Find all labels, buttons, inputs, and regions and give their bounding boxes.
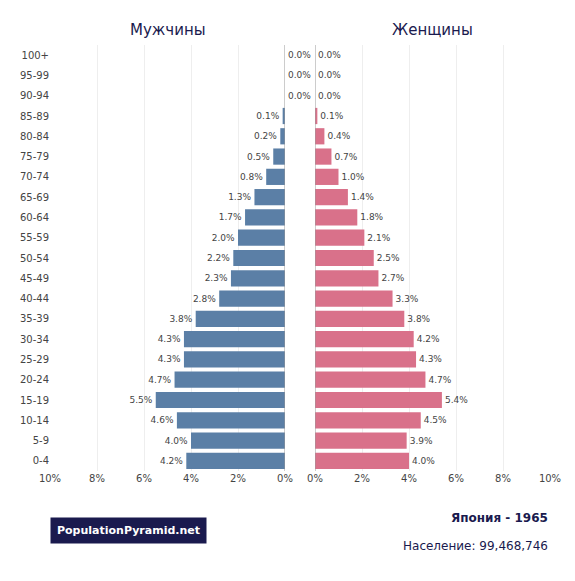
svg-text:20-24: 20-24	[20, 374, 49, 385]
svg-text:4.2%: 4.2%	[160, 456, 183, 466]
svg-text:1.4%: 1.4%	[351, 192, 374, 202]
svg-text:0.0%: 0.0%	[318, 91, 341, 101]
svg-text:0.1%: 0.1%	[320, 111, 343, 121]
svg-text:0.0%: 0.0%	[288, 50, 311, 60]
svg-text:8%: 8%	[89, 473, 105, 484]
svg-text:3.8%: 3.8%	[169, 314, 192, 324]
svg-text:4%: 4%	[401, 473, 417, 484]
svg-text:50-54: 50-54	[20, 253, 49, 264]
svg-text:4.5%: 4.5%	[424, 415, 447, 425]
svg-text:5.5%: 5.5%	[129, 395, 152, 405]
svg-text:0.7%: 0.7%	[334, 152, 357, 162]
svg-text:3.8%: 3.8%	[407, 314, 430, 324]
svg-text:10%: 10%	[39, 473, 61, 484]
svg-text:80-84: 80-84	[20, 131, 49, 142]
svg-text:2.3%: 2.3%	[205, 273, 228, 283]
svg-text:35-39: 35-39	[20, 313, 49, 324]
svg-text:2.5%: 2.5%	[377, 253, 400, 263]
svg-text:1.3%: 1.3%	[228, 192, 251, 202]
svg-text:0.5%: 0.5%	[247, 152, 270, 162]
svg-text:0-4: 0-4	[33, 455, 49, 466]
svg-text:6%: 6%	[136, 473, 152, 484]
svg-text:1.7%: 1.7%	[219, 212, 242, 222]
svg-text:2%: 2%	[230, 473, 246, 484]
svg-text:0.0%: 0.0%	[288, 70, 311, 80]
svg-text:Япония - 1965: Япония - 1965	[451, 511, 548, 525]
svg-text:4.2%: 4.2%	[417, 334, 440, 344]
svg-text:4.7%: 4.7%	[428, 375, 451, 385]
svg-text:2.8%: 2.8%	[193, 294, 216, 304]
svg-text:4.3%: 4.3%	[158, 354, 181, 364]
svg-text:4%: 4%	[183, 473, 199, 484]
svg-text:85-89: 85-89	[20, 111, 49, 122]
svg-text:0.1%: 0.1%	[256, 111, 279, 121]
svg-text:4.0%: 4.0%	[165, 436, 188, 446]
svg-text:0.8%: 0.8%	[240, 172, 263, 182]
svg-text:2.7%: 2.7%	[381, 273, 404, 283]
svg-text:0%: 0%	[307, 473, 323, 484]
svg-text:45-49: 45-49	[20, 273, 49, 284]
svg-text:75-79: 75-79	[20, 151, 49, 162]
svg-text:0.0%: 0.0%	[288, 91, 311, 101]
svg-text:Мужчины: Мужчины	[130, 21, 206, 39]
svg-text:25-29: 25-29	[20, 354, 49, 365]
svg-text:60-64: 60-64	[20, 212, 49, 223]
svg-text:4.0%: 4.0%	[412, 456, 435, 466]
svg-text:0.4%: 0.4%	[327, 131, 350, 141]
svg-text:1.0%: 1.0%	[342, 172, 365, 182]
svg-text:4.3%: 4.3%	[419, 354, 442, 364]
svg-text:90-94: 90-94	[20, 90, 49, 101]
svg-text:PopulationPyramid.net: PopulationPyramid.net	[57, 524, 200, 537]
svg-text:3.3%: 3.3%	[396, 294, 419, 304]
svg-text:30-34: 30-34	[20, 334, 49, 345]
svg-text:8%: 8%	[495, 473, 511, 484]
svg-text:5.4%: 5.4%	[445, 395, 468, 405]
svg-text:2.2%: 2.2%	[207, 253, 230, 263]
svg-text:10%: 10%	[539, 473, 561, 484]
svg-text:65-69: 65-69	[20, 192, 49, 203]
svg-text:2.1%: 2.1%	[367, 233, 390, 243]
svg-text:4.7%: 4.7%	[148, 375, 171, 385]
svg-text:10-14: 10-14	[20, 415, 49, 426]
svg-text:0.0%: 0.0%	[318, 50, 341, 60]
svg-text:100+: 100+	[22, 50, 49, 61]
svg-text:0.0%: 0.0%	[318, 70, 341, 80]
svg-text:95-99: 95-99	[20, 70, 49, 81]
svg-text:Население: 99,468,746: Население: 99,468,746	[403, 539, 548, 553]
svg-text:3.9%: 3.9%	[410, 436, 433, 446]
svg-text:6%: 6%	[448, 473, 464, 484]
svg-text:15-19: 15-19	[20, 395, 49, 406]
svg-text:2%: 2%	[354, 473, 370, 484]
svg-text:40-44: 40-44	[20, 293, 49, 304]
svg-text:0.2%: 0.2%	[254, 131, 277, 141]
svg-text:Женщины: Женщины	[392, 21, 473, 39]
svg-text:0%: 0%	[277, 473, 293, 484]
svg-text:5-9: 5-9	[33, 435, 49, 446]
svg-text:4.6%: 4.6%	[151, 415, 174, 425]
svg-text:1.8%: 1.8%	[360, 212, 383, 222]
svg-text:2.0%: 2.0%	[212, 233, 235, 243]
svg-text:70-74: 70-74	[20, 171, 49, 182]
svg-text:55-59: 55-59	[20, 232, 49, 243]
svg-text:4.3%: 4.3%	[158, 334, 181, 344]
